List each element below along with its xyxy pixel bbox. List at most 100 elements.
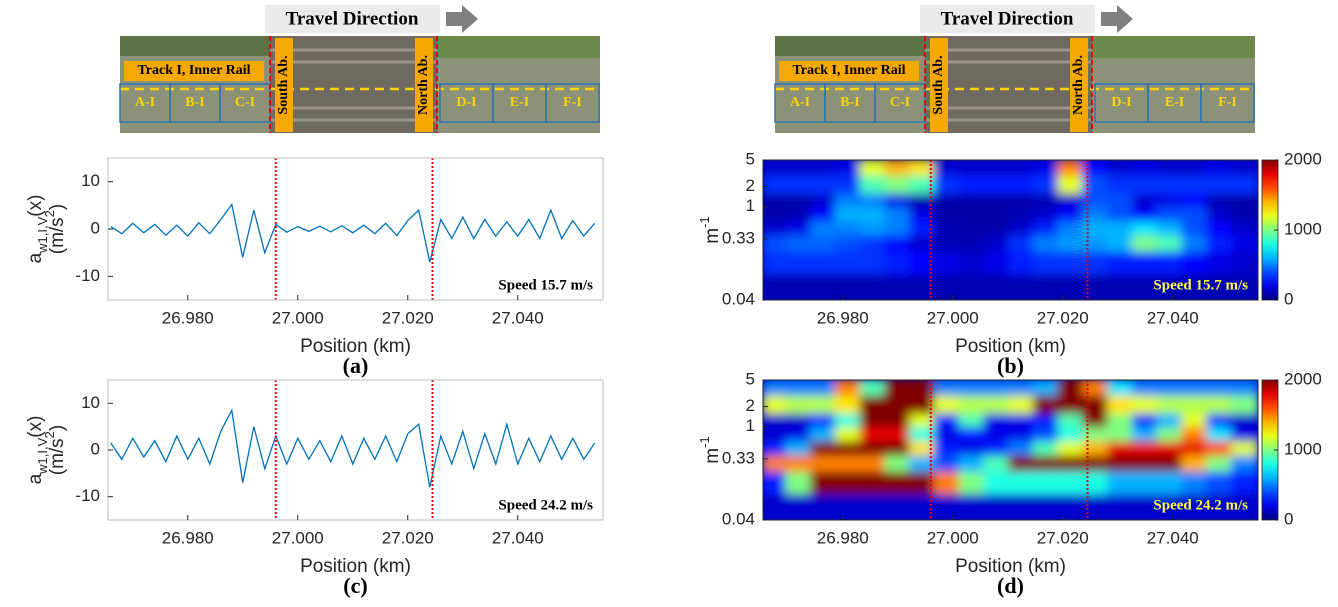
- heatmap-cell: [958, 441, 986, 458]
- section-label: E-I: [1165, 95, 1184, 110]
- heatmap-cell: [909, 193, 936, 210]
- heatmap-cell: [1032, 455, 1060, 474]
- heatmap-cell: [1206, 493, 1233, 520]
- heatmap-cell: [983, 395, 1011, 416]
- heatmap: [763, 380, 1258, 520]
- heatmap-cell: [933, 471, 961, 496]
- heatmap-cell: [810, 395, 837, 416]
- heatmap-cell: [1057, 273, 1085, 300]
- chart: 0 1000 2000 26.980 27.000 27.020 27.040 0.04 0.3…: [697, 149, 1322, 378]
- y-tick-label: 0: [91, 218, 100, 237]
- y-axis-unit-part: ): [47, 204, 68, 210]
- heatmap-cell: [1156, 413, 1184, 430]
- heatmap-cell: [1008, 441, 1035, 458]
- heatmap-cell: [1230, 395, 1258, 416]
- south-abutment-label: South Ab.: [276, 55, 291, 114]
- panel-label: (b): [997, 353, 1024, 378]
- heatmap-cell: [1131, 380, 1159, 398]
- heatmap-cell: [810, 471, 837, 496]
- heatmap-cell: [1181, 273, 1209, 300]
- heatmap-cell: [785, 455, 813, 474]
- heatmap-cell: [1230, 251, 1258, 276]
- heatmap-cell: [1032, 273, 1060, 300]
- y-axis-label: m-1: [697, 216, 723, 243]
- heatmap-cell: [1107, 175, 1134, 196]
- heatmap-cell: [1057, 493, 1085, 520]
- x-axis-label: Position (km): [300, 556, 411, 577]
- heatmap-cell: [1181, 207, 1209, 224]
- heatmap-cell: [1181, 441, 1209, 458]
- heatmap-cell: [859, 471, 887, 496]
- speed-annotation: Speed 24.2 m/s: [1153, 497, 1248, 513]
- heatmap-cell: [884, 395, 912, 416]
- heatmap-cell: [983, 251, 1011, 276]
- heatmap-cell: [884, 455, 912, 474]
- heatmap-cell: [1156, 235, 1184, 254]
- section-label: C-I: [235, 95, 255, 110]
- banner: Travel Direction A-I B-I C-I D-I E-I F-I Track …: [119, 5, 600, 133]
- heatmap-cell: [1032, 160, 1060, 178]
- heatmap-cell: [1082, 395, 1110, 416]
- heatmap-cell: [763, 273, 788, 300]
- panel-label: (a): [343, 353, 369, 378]
- y-tick-label: 10: [81, 171, 100, 190]
- y-axis-unit: (m/s2): [42, 204, 68, 255]
- heatmap-cell: [1008, 455, 1035, 474]
- heatmap-cell: [1107, 380, 1134, 398]
- heatmap-cell: [1156, 175, 1184, 196]
- y-axis-unit-part: (m/s: [47, 438, 68, 475]
- heatmap-cell: [1230, 235, 1258, 254]
- heatmap-cell: [1032, 380, 1060, 398]
- y-tick-label: -10: [75, 266, 100, 285]
- heatmap-cell: [933, 235, 961, 254]
- heatmap-cells: [763, 380, 1258, 520]
- y-axis-label-part: m: [702, 448, 723, 464]
- heatmap-cell: [909, 455, 936, 474]
- heatmap-cell: [810, 235, 837, 254]
- heatmap-cell: [958, 251, 986, 276]
- y-axis-unit-part: ): [47, 425, 68, 431]
- heatmap-cell: [1156, 273, 1184, 300]
- heatmap-cell: [1156, 493, 1184, 520]
- heatmap-cell: [983, 193, 1011, 210]
- heatmap-cell: [834, 160, 862, 178]
- heatmap-cell: [1131, 427, 1159, 444]
- heatmap-cell: [1181, 395, 1209, 416]
- heatmap-cell: [1156, 251, 1184, 276]
- heatmap-cell: [933, 207, 961, 224]
- heatmap-cell: [859, 441, 887, 458]
- heatmap-cell: [1032, 441, 1060, 458]
- heatmap-cell: [1082, 413, 1110, 430]
- heatmap-cell: [834, 413, 862, 430]
- heatmap-cell: [983, 380, 1011, 398]
- x-tick-label: 27.040: [492, 528, 544, 547]
- south-abutment-bar: [275, 38, 293, 132]
- heatmap-cell: [1131, 251, 1159, 276]
- heatmap-cell: [1008, 221, 1035, 238]
- heatmap-cell: [785, 207, 813, 224]
- heatmap-cell: [933, 160, 961, 178]
- photo-bridge: [925, 36, 1092, 133]
- heatmap-cell: [1082, 493, 1110, 520]
- heatmap-cell: [1206, 221, 1233, 238]
- heatmap-cell: [1032, 493, 1060, 520]
- x-tick-label: 26.980: [162, 308, 214, 327]
- heatmap-cell: [763, 413, 788, 430]
- heatmap-cell: [763, 160, 788, 178]
- heatmap-cell: [1032, 235, 1060, 254]
- heatmap-cell: [1156, 380, 1184, 398]
- heatmap-cell: [834, 207, 862, 224]
- heatmap-cell: [1107, 455, 1134, 474]
- heatmap-cell: [1131, 395, 1159, 416]
- heatmap-cell: [1181, 235, 1209, 254]
- heatmap-cell: [884, 193, 912, 210]
- plot-area: [108, 380, 603, 520]
- heatmap-cell: [810, 380, 837, 398]
- heatmap-cell: [1082, 193, 1110, 210]
- heatmap-cell: [983, 273, 1011, 300]
- heatmap-cell: [909, 441, 936, 458]
- heatmap-cell: [785, 221, 813, 238]
- heatmap-cell: [834, 273, 862, 300]
- heatmap-cell: [763, 251, 788, 276]
- x-tick-label: 26.980: [817, 308, 869, 327]
